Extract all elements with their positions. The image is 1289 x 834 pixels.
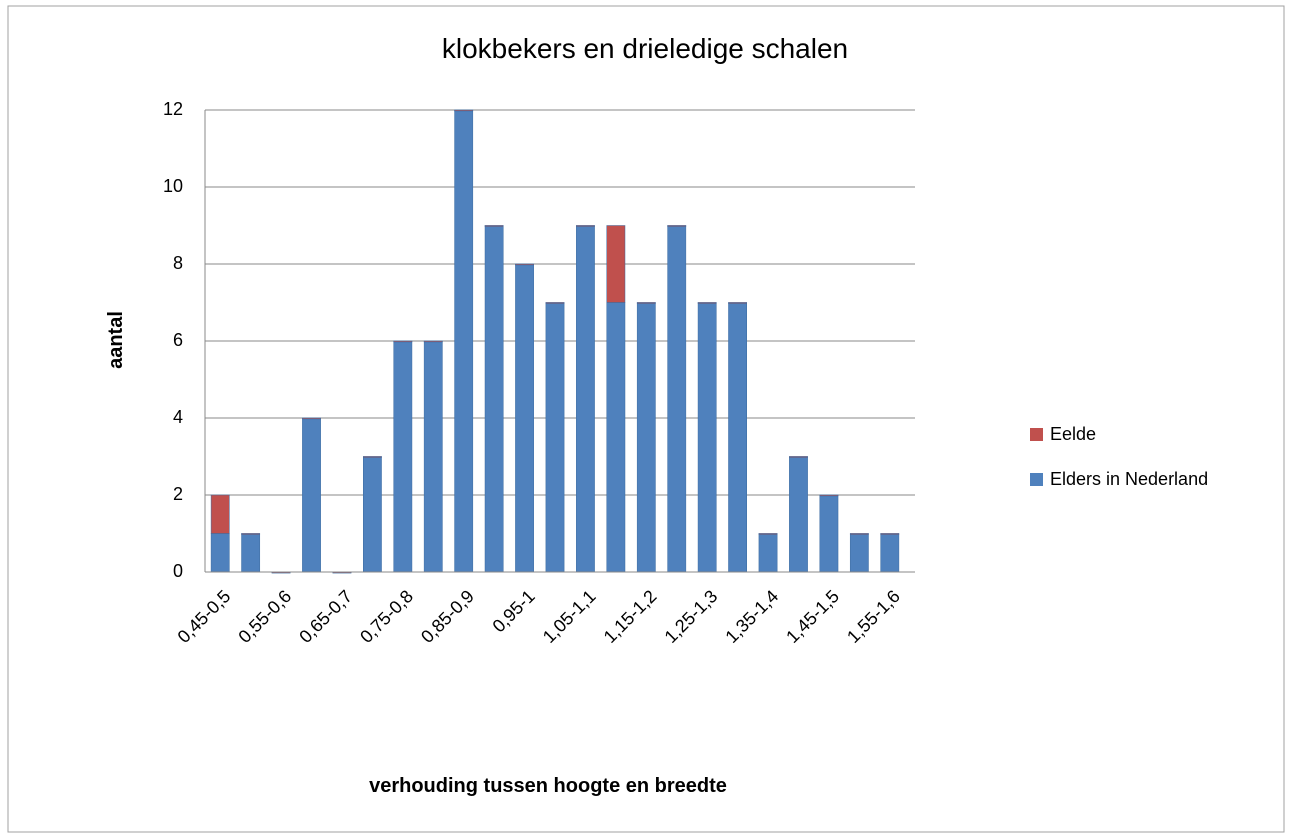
legend-swatch: [1030, 428, 1043, 441]
bar: [302, 417, 321, 573]
bar: [728, 302, 747, 573]
bar: [423, 340, 443, 343]
bar: [758, 533, 778, 573]
legend-label: Elders in Nederland: [1050, 469, 1208, 489]
bar: [819, 494, 839, 573]
bar: [697, 302, 717, 573]
bar: [454, 109, 474, 112]
y-tick-label: 0: [173, 561, 183, 581]
bar: [819, 494, 839, 497]
y-tick-label: 4: [173, 407, 183, 427]
y-tick-label: 8: [173, 253, 183, 273]
bar: [210, 533, 230, 573]
bar: [241, 533, 261, 535]
y-tick-label: 6: [173, 330, 183, 350]
bar: [636, 302, 656, 304]
bar: [789, 456, 808, 458]
bar: [576, 225, 595, 227]
bar: [606, 302, 626, 573]
bar: [210, 494, 230, 534]
chart-title: klokbekers en drieledige schalen: [442, 33, 848, 64]
bar: [393, 340, 413, 343]
bar: [302, 417, 321, 420]
y-axis-title: aantal: [105, 311, 127, 369]
bar: [606, 225, 626, 303]
y-tick-label: 10: [163, 176, 183, 196]
bar: [849, 533, 869, 535]
bar: [515, 263, 534, 266]
bar: [363, 456, 382, 573]
x-axis-title: verhouding tussen hoogte en breedte: [369, 775, 727, 797]
bar: [636, 302, 656, 573]
bar: [241, 533, 261, 573]
bar: [393, 340, 413, 573]
bar: [545, 302, 565, 304]
bar: [423, 340, 443, 573]
y-tick-label: 2: [173, 484, 183, 504]
bar: [545, 302, 565, 573]
bar: [880, 533, 900, 535]
bar: [849, 533, 869, 573]
bar: [789, 456, 808, 573]
legend-label: Eelde: [1050, 424, 1096, 444]
bar: [697, 302, 717, 304]
bar: [667, 225, 687, 573]
bar: [667, 225, 687, 227]
bar: [363, 456, 382, 458]
legend-swatch: [1030, 473, 1043, 486]
y-tick-label: 12: [163, 99, 183, 119]
bar: [758, 533, 778, 535]
bar: [454, 109, 474, 573]
bar: [484, 225, 504, 227]
bar: [880, 533, 900, 573]
bar: [484, 225, 504, 573]
bar: [728, 302, 747, 304]
bar: [515, 263, 534, 573]
bar: [576, 225, 595, 573]
